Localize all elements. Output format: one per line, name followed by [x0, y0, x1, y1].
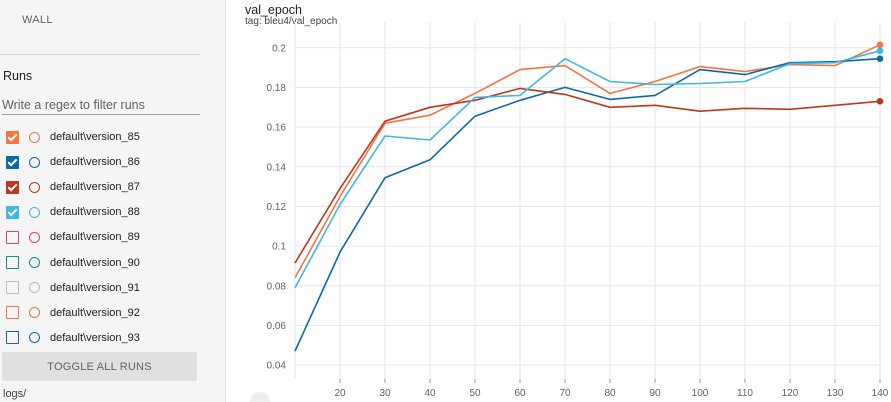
chart-title: val_epoch [245, 3, 302, 17]
x-tick-label: 110 [737, 388, 753, 399]
run-label: default\version_92 [50, 306, 140, 319]
divider [0, 54, 200, 55]
series-line[interactable] [294, 87, 881, 264]
run-color-icon[interactable] [29, 282, 40, 294]
x-axis-ticks: 20 30 40 50 60 70 80 90 100 110 120 130 140 [334, 379, 889, 399]
run-row[interactable]: default\version_90 [6, 254, 140, 272]
run-row[interactable]: default\version_92 [6, 304, 140, 322]
series-end-point[interactable] [876, 47, 884, 55]
run-color-icon[interactable] [29, 307, 40, 319]
run-checkbox[interactable] [6, 205, 19, 219]
x-tick-label: 30 [379, 388, 391, 399]
run-color-icon[interactable] [29, 332, 40, 344]
x-tick-label: 130 [827, 388, 844, 399]
run-row[interactable]: default\version_89 [6, 228, 140, 246]
runs-title: Runs [3, 69, 33, 83]
x-tick-label: 90 [649, 388, 661, 399]
x-tick-label: 40 [424, 388, 436, 399]
y-tick-label: 0.14 [267, 162, 287, 173]
run-color-icon[interactable] [29, 206, 40, 218]
run-checkbox[interactable] [6, 180, 19, 194]
series-end-point[interactable] [876, 41, 884, 49]
run-row[interactable]: default\version_86 [6, 153, 140, 171]
run-label: default\version_90 [50, 256, 140, 269]
run-row[interactable]: default\version_88 [6, 203, 140, 221]
run-color-icon[interactable] [29, 181, 40, 193]
y-tick-label: 0.16 [267, 123, 287, 134]
run-color-icon[interactable] [29, 131, 40, 143]
toggle-all-runs-button[interactable]: TOGGLE ALL RUNS [2, 352, 197, 381]
run-row[interactable]: default\version_87 [6, 178, 140, 196]
run-label: default\version_87 [50, 181, 140, 194]
run-label: default\version_91 [50, 281, 140, 294]
run-row[interactable]: default\version_93 [6, 329, 140, 347]
y-tick-label: 0.04 [267, 361, 287, 372]
chart-grid [294, 22, 881, 379]
run-checkbox[interactable] [6, 256, 19, 269]
series-end-point[interactable] [876, 55, 884, 62]
x-tick-label: 80 [604, 388, 616, 399]
y-tick-label: 0.1 [272, 242, 286, 253]
x-tick-label: 20 [334, 388, 346, 399]
chart-tag: tag: bleu4/val_epoch [245, 16, 338, 27]
run-color-icon[interactable] [29, 156, 40, 168]
x-tick-label: 50 [469, 388, 481, 399]
run-filter-input[interactable] [2, 95, 200, 115]
y-tick-label: 0.08 [267, 281, 287, 292]
run-label: default\version_86 [50, 156, 140, 169]
run-label: default\version_88 [50, 206, 140, 219]
run-row[interactable]: default\version_85 [6, 128, 140, 146]
run-label: default\version_93 [50, 331, 140, 344]
sidebar: WALL Runs default\version_85 default\vers… [0, 0, 226, 402]
y-axis-ticks: 0.04 0.06 0.08 0.1 0.12 0.14 0.16 0.18 0.2 [267, 43, 287, 371]
x-tick-label: 60 [514, 388, 526, 399]
series-line[interactable] [294, 44, 881, 279]
x-tick-label: 70 [559, 388, 571, 399]
chart[interactable]: 0.04 0.06 0.08 0.1 0.12 0.14 0.16 0.18 0.2 20 30 4… [226, 0, 891, 402]
logdir-label: logs/ [3, 388, 27, 400]
series-end-point[interactable] [876, 98, 884, 105]
y-tick-label: 0.2 [272, 43, 286, 54]
run-checkbox[interactable] [6, 306, 19, 320]
run-row[interactable]: default\version_91 [6, 279, 140, 297]
run-checkbox[interactable] [6, 130, 19, 144]
y-tick-label: 0.06 [267, 321, 287, 332]
run-checkbox[interactable] [6, 281, 19, 295]
x-tick-label: 140 [872, 388, 889, 399]
chart-expand-button[interactable] [250, 392, 270, 402]
run-color-icon[interactable] [29, 257, 40, 268]
x-tick-label: 100 [692, 388, 709, 399]
y-tick-label: 0.12 [267, 202, 287, 213]
series-line[interactable] [294, 50, 881, 289]
run-label: default\version_89 [50, 231, 140, 244]
run-label: default\version_85 [50, 131, 140, 143]
run-checkbox[interactable] [6, 331, 19, 345]
x-tick-label: 120 [782, 388, 799, 399]
chart-series [294, 41, 884, 352]
run-color-icon[interactable] [29, 231, 40, 243]
run-checkbox[interactable] [6, 155, 19, 169]
wall-option[interactable]: WALL [22, 14, 53, 26]
run-checkbox[interactable] [6, 230, 19, 244]
series-line[interactable] [294, 57, 881, 352]
y-tick-label: 0.18 [267, 83, 287, 94]
